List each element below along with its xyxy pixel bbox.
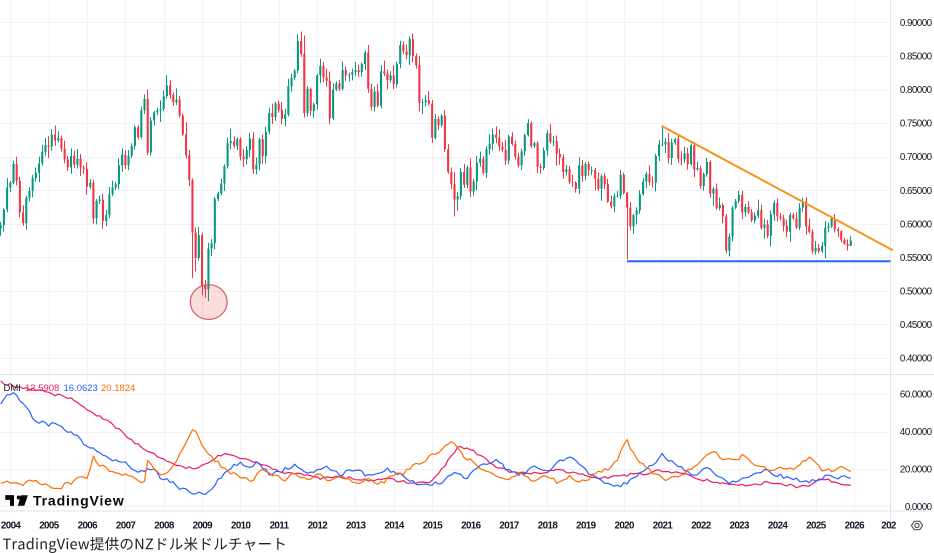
- svg-text:0.55000: 0.55000: [900, 253, 933, 264]
- svg-text:0.85000: 0.85000: [900, 52, 933, 63]
- svg-text:2024: 2024: [768, 520, 789, 531]
- svg-text:0.50000: 0.50000: [900, 287, 933, 298]
- svg-text:2022: 2022: [691, 520, 712, 531]
- svg-text:0.75000: 0.75000: [900, 119, 933, 130]
- svg-text:2026: 2026: [845, 520, 866, 531]
- svg-text:2012: 2012: [308, 520, 329, 531]
- svg-text:2025: 2025: [806, 520, 827, 531]
- svg-text:60.0000: 60.0000: [900, 390, 933, 401]
- svg-text:2014: 2014: [384, 520, 405, 531]
- svg-text:2019: 2019: [576, 520, 597, 531]
- svg-text:2007: 2007: [116, 520, 137, 531]
- svg-text:0.0000: 0.0000: [905, 502, 933, 513]
- svg-text:TradingView: TradingView: [33, 493, 125, 509]
- svg-text:20.0000: 20.0000: [900, 465, 933, 476]
- svg-text:2021: 2021: [653, 520, 674, 531]
- svg-text:2011: 2011: [270, 520, 290, 531]
- svg-text:2004: 2004: [1, 520, 22, 531]
- svg-text:2017: 2017: [499, 520, 520, 531]
- svg-text:2005: 2005: [39, 520, 60, 531]
- svg-text:0.65000: 0.65000: [900, 186, 933, 197]
- svg-text:12.5908: 12.5908: [25, 383, 59, 394]
- svg-text:202: 202: [881, 520, 897, 531]
- svg-text:0.45000: 0.45000: [900, 320, 933, 331]
- svg-text:0.80000: 0.80000: [900, 85, 933, 96]
- svg-text:2015: 2015: [423, 520, 444, 531]
- svg-text:0.40000: 0.40000: [900, 354, 933, 365]
- svg-text:0.70000: 0.70000: [900, 152, 933, 163]
- svg-text:16.0623: 16.0623: [64, 383, 98, 394]
- svg-text:2020: 2020: [614, 520, 635, 531]
- svg-text:0.60000: 0.60000: [900, 219, 933, 230]
- svg-text:40.0000: 40.0000: [900, 427, 933, 438]
- svg-text:DMI: DMI: [4, 383, 21, 394]
- svg-text:2018: 2018: [538, 520, 559, 531]
- svg-text:0.90000: 0.90000: [900, 18, 933, 29]
- svg-text:2006: 2006: [78, 520, 99, 531]
- svg-text:2009: 2009: [193, 520, 214, 531]
- svg-text:2016: 2016: [461, 520, 482, 531]
- svg-text:20.1824: 20.1824: [101, 383, 135, 394]
- svg-text:2008: 2008: [154, 520, 175, 531]
- svg-text:2023: 2023: [729, 520, 750, 531]
- svg-text:2013: 2013: [346, 520, 367, 531]
- svg-text:2010: 2010: [231, 520, 252, 531]
